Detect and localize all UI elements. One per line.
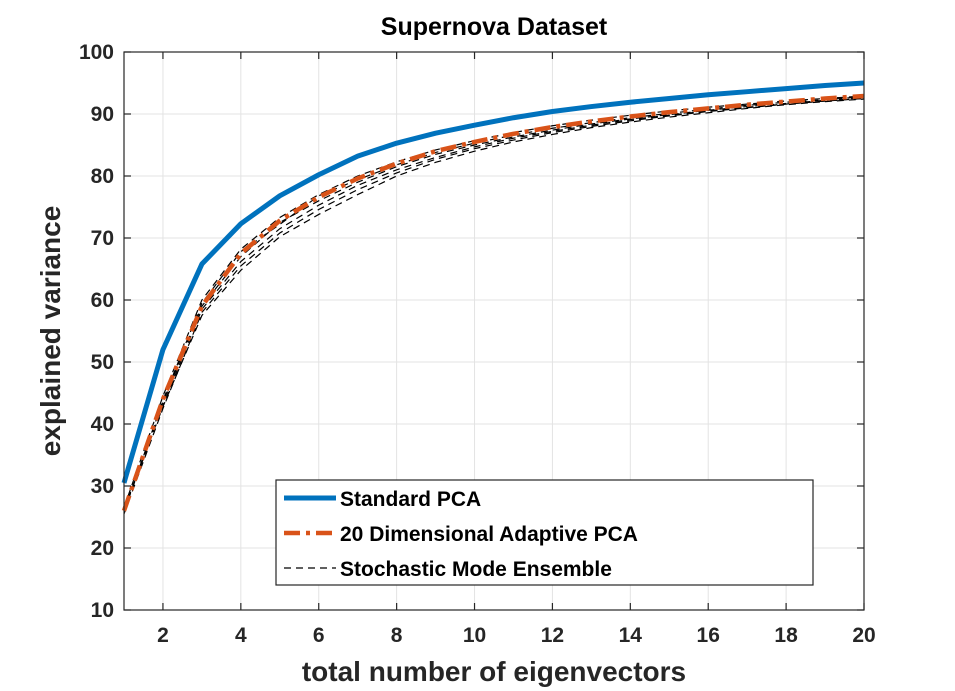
x-tick-label: 10 <box>463 624 486 647</box>
ensemble-line <box>123 98 865 510</box>
y-tick-label: 10 <box>91 599 114 622</box>
x-tick-label: 20 <box>852 624 875 647</box>
y-tick-label: 70 <box>91 227 114 250</box>
x-tick-label: 8 <box>391 624 403 647</box>
legend: Standard PCA 20 Dimensional Adaptive PCA S… <box>275 479 814 586</box>
y-tick-label: 80 <box>91 165 114 188</box>
ensemble-line <box>123 97 865 512</box>
legend-label-1: 20 Dimensional Adaptive PCA <box>340 523 638 546</box>
series-lines <box>121 80 865 512</box>
chart-title: Supernova Dataset <box>381 13 608 41</box>
y-tick-label: 20 <box>91 537 114 560</box>
series-line-1 <box>121 93 865 512</box>
legend-label-0: Standard PCA <box>340 488 481 511</box>
x-tick-label: 18 <box>774 624 798 647</box>
ensemble-line <box>123 97 865 515</box>
x-tick-label: 2 <box>157 624 169 647</box>
legend-label-2: Stochastic Mode Ensemble <box>340 558 612 581</box>
y-axis-label: explained variance <box>35 206 66 457</box>
y-tick-label: 50 <box>91 351 114 374</box>
series-line-0 <box>121 80 865 484</box>
y-tick-label: 40 <box>91 413 114 436</box>
legend-box <box>275 479 814 586</box>
x-tick-label: 16 <box>697 624 720 647</box>
y-tick-label: 60 <box>91 289 114 312</box>
ticks: 2 4 6 8 10 12 14 16 18 20 10 20 30 40 50 60 70 80 90 100 <box>79 41 876 647</box>
y-tick-label: 90 <box>91 103 114 126</box>
y-tick-label: 100 <box>79 41 114 64</box>
x-tick-label: 14 <box>619 624 643 647</box>
x-axis-label: total number of eigenvectors <box>302 656 686 687</box>
plot-frame <box>123 51 865 611</box>
x-tick-label: 6 <box>313 624 325 647</box>
y-tick-label: 30 <box>91 475 114 498</box>
x-tick-label: 4 <box>235 624 247 647</box>
x-tick-label: 12 <box>541 624 564 647</box>
